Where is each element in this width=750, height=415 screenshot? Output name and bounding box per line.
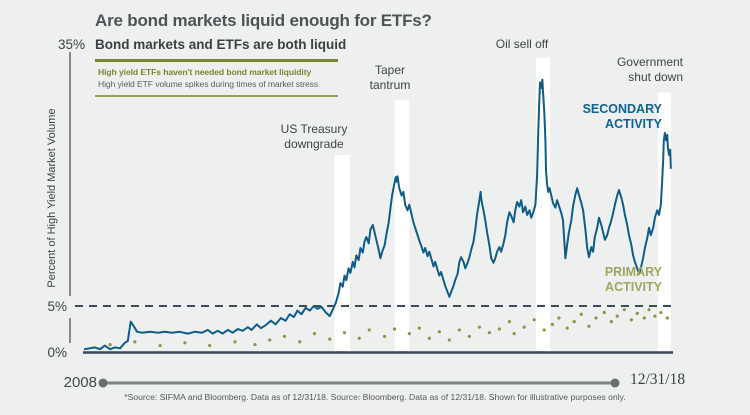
x-axis-start-label: 2008	[63, 374, 97, 391]
callout-subtext: High yield ETF volume spikes during time…	[98, 79, 319, 89]
primary-activity-dot	[158, 343, 162, 348]
primary-activity-dot	[653, 314, 657, 318]
primary-activity-dot	[477, 325, 481, 329]
source-footnote: *Source: SIFMA and Bloomberg. Data as of…	[124, 392, 626, 402]
primary-activity-dot	[357, 336, 361, 340]
primary-activity-dot	[427, 336, 431, 340]
primary-activity-label: PRIMARY ACTIVITY	[604, 265, 662, 294]
event-band	[394, 99, 410, 351]
secondary-activity-line	[83, 78, 672, 351]
primary-activity-dot	[602, 310, 606, 315]
primary-activity-dot	[342, 331, 347, 335]
primary-activity-dot	[497, 327, 502, 331]
primary-activity-dot	[133, 340, 137, 344]
primary-activity-dot	[437, 330, 441, 334]
y-tick-5: 5%	[47, 299, 67, 314]
primary-activity-dot	[367, 328, 371, 332]
primary-activity-dot	[382, 334, 387, 338]
annotation-us-treasury-downgrade: US Treasury downgrade	[280, 122, 348, 151]
primary-activity-dot	[629, 318, 633, 322]
primary-activity-dot	[392, 327, 397, 331]
primary-activity-dot	[609, 320, 613, 324]
page-title: Are bond markets liquid enough for ETFs?	[95, 11, 432, 30]
secondary-activity-label: SECONDARY ACTIVITY	[582, 102, 662, 131]
primary-activity-dot	[417, 326, 421, 330]
primary-activity-dot	[487, 331, 492, 335]
primary-activity-dot	[298, 340, 302, 344]
primary-activity-dot	[312, 332, 317, 336]
primary-activity-dot	[268, 338, 272, 342]
primary-activity-dot	[542, 328, 546, 332]
y-tick-0: 0%	[47, 345, 67, 360]
primary-activity-dot	[550, 322, 555, 326]
primary-activity-dot	[507, 320, 512, 324]
primary-activity-dot	[512, 332, 516, 336]
primary-activity-dot	[457, 328, 461, 332]
primary-activity-dot	[572, 320, 576, 324]
primary-activity-dot	[233, 340, 237, 344]
primary-activity-dot	[407, 332, 411, 336]
y-tick-35: 35%	[57, 37, 85, 52]
primary-activity-dot	[622, 308, 626, 312]
event-band	[334, 155, 350, 351]
callout-headline: High yield ETFs haven't needed bond mark…	[98, 67, 312, 77]
annotation-oil-sell-off: Oil sell off	[495, 37, 549, 51]
primary-activity-dot	[587, 324, 591, 328]
primary-activity-dot	[659, 310, 663, 315]
primary-activity-dot	[183, 341, 187, 345]
x-axis-end-label: 12/31/18	[630, 371, 686, 388]
primary-activity-dot	[557, 316, 561, 320]
callout-box: High yield ETFs haven't needed bond mark…	[95, 59, 338, 97]
primary-activity-dot	[594, 316, 598, 320]
primary-activity-dot	[108, 343, 112, 347]
primary-activity-dot	[642, 316, 646, 320]
primary-activity-dot	[467, 334, 471, 338]
primary-activity-dot	[253, 343, 257, 347]
primary-activity-dot	[615, 314, 619, 318]
primary-activity-dot	[328, 337, 332, 341]
chart-subtitle: Bond markets and ETFs are both liquid	[95, 37, 347, 52]
primary-activity-dot	[665, 316, 669, 320]
primary-activity-dot	[647, 308, 651, 312]
event-band	[535, 57, 551, 351]
primary-activity-dot	[579, 312, 583, 316]
primary-activity-dot	[282, 334, 287, 338]
annotation-government-shutdown: Government shut down	[616, 55, 683, 84]
annotation-taper-tantrum: Taper tantrum	[369, 63, 411, 92]
primary-activity-dot	[447, 338, 451, 342]
primary-activity-dot	[635, 311, 639, 315]
primary-activity-dot	[522, 325, 526, 329]
primary-activity-dot	[208, 343, 212, 348]
timeline-start-dot	[98, 378, 108, 388]
primary-activity-dot	[532, 318, 536, 322]
timeline-end-dot	[610, 378, 620, 388]
event-band	[657, 92, 671, 351]
primary-activity-dot	[565, 326, 569, 330]
